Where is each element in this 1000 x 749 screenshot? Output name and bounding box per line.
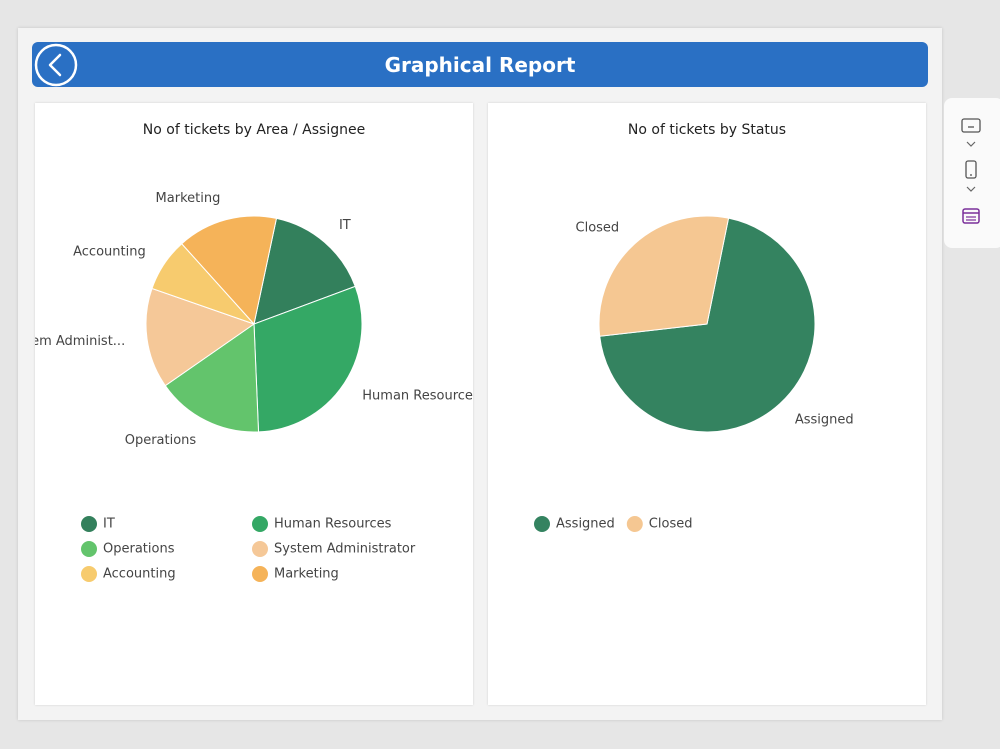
legend-label: Assigned — [556, 517, 615, 532]
chart: No of tickets by Status Assigned Closed Ass… — [534, 122, 854, 532]
legend-marker — [252, 541, 268, 557]
chart-card: No of tickets by Area / Assignee IT Human … — [35, 103, 473, 705]
legend-label: IT — [103, 517, 115, 532]
legend-marker — [252, 566, 268, 582]
legend-label: System Administrator — [274, 542, 416, 557]
slice-label: Marketing — [156, 191, 221, 206]
legend-marker — [534, 516, 550, 532]
expand-icon[interactable] — [966, 186, 976, 192]
toolbar-icons — [961, 118, 981, 224]
slice-label: Operations — [125, 433, 197, 448]
pie-slice — [598, 215, 730, 337]
chart-title: No of tickets by Status — [628, 122, 786, 138]
pie-slice — [253, 285, 363, 433]
pie-slice — [253, 217, 356, 325]
legend-marker — [81, 566, 97, 582]
slice-label: Human Resources — [362, 388, 473, 403]
legend-label: Accounting — [103, 567, 176, 582]
slice-label: System Administ... — [35, 334, 125, 349]
legend-marker — [81, 516, 97, 532]
legend-label: Operations — [103, 542, 175, 557]
chart-card: No of tickets by Status Assigned Closed Ass… — [488, 103, 926, 705]
legend-label: Human Resources — [274, 517, 392, 532]
chart-title: No of tickets by Area / Assignee — [143, 122, 365, 138]
phone-icon[interactable] — [965, 160, 977, 179]
back-button[interactable] — [34, 43, 78, 87]
slice-label: Accounting — [73, 245, 146, 260]
legend-label: Closed — [649, 517, 693, 532]
legend-marker — [252, 516, 268, 532]
legend-label: Marketing — [274, 567, 339, 582]
expand-icon[interactable] — [966, 141, 976, 147]
side-toolbar — [944, 98, 1000, 248]
pie-slice — [145, 287, 256, 387]
slice-label: IT — [339, 218, 351, 233]
tablet-icon[interactable] — [961, 118, 981, 133]
header-bar: Graphical Report — [32, 42, 928, 87]
chart: No of tickets by Area / Assignee IT Human … — [35, 122, 473, 582]
legend-marker — [81, 541, 97, 557]
slice-label: Closed — [576, 221, 620, 236]
pie-slice — [164, 323, 260, 433]
report-icon[interactable] — [962, 208, 980, 224]
pie-slice — [599, 217, 816, 433]
header-title: Graphical Report — [384, 53, 576, 77]
legend-marker — [626, 516, 643, 532]
slice-label: Assigned — [795, 412, 854, 427]
pie-slice — [181, 215, 278, 326]
